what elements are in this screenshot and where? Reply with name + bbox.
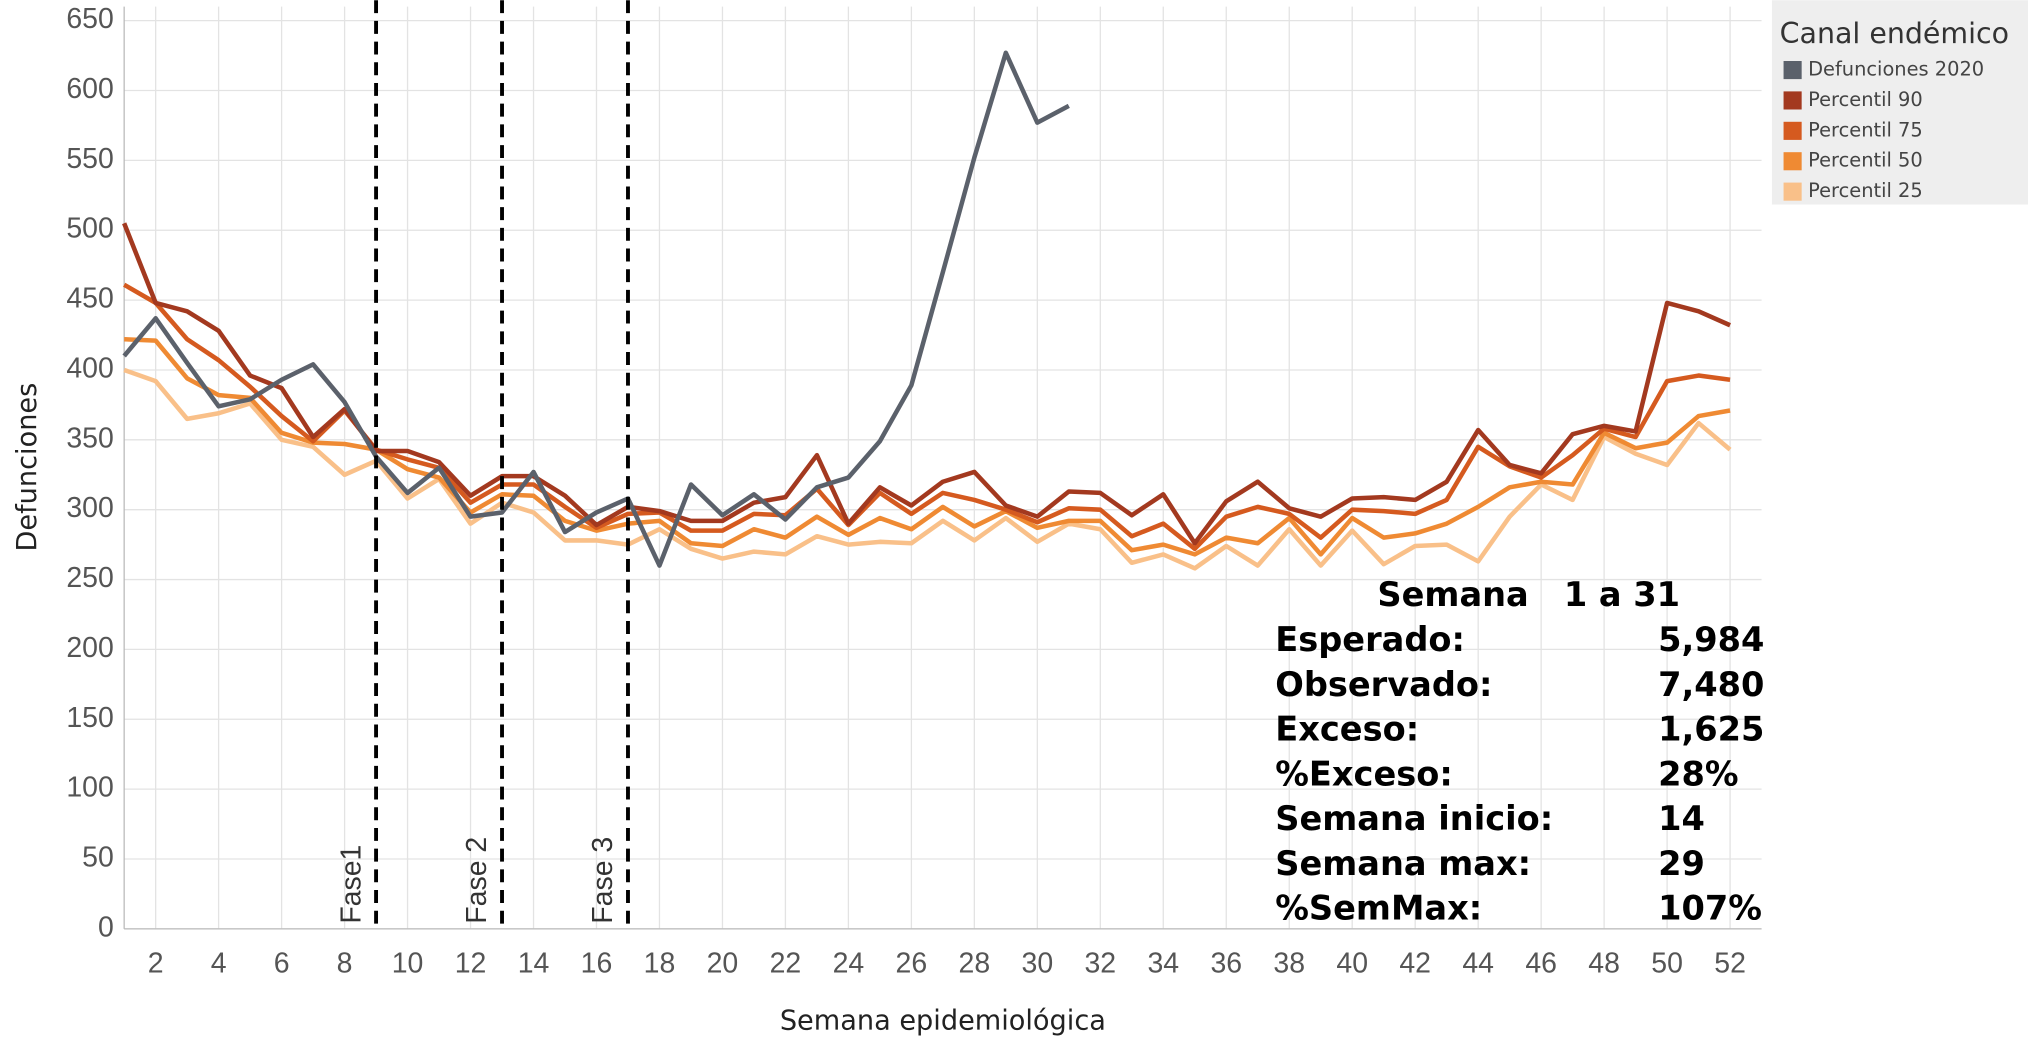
x-tick-label: 42 [1399, 948, 1431, 980]
legend-swatch [1783, 61, 1802, 80]
x-tick-label: 4 [211, 948, 227, 980]
x-tick-label: 46 [1525, 948, 1557, 980]
y-tick-label: 150 [66, 702, 113, 734]
x-tick-label: 50 [1651, 948, 1683, 980]
summary-label: %SemMax: [1275, 889, 1482, 928]
phase-label: Fase1 [335, 845, 367, 924]
summary-value: 1,625 [1658, 710, 1764, 749]
summary-label: Esperado: [1275, 620, 1465, 659]
x-tick-label: 32 [1084, 948, 1116, 980]
summary-label: Semana max: [1275, 844, 1531, 883]
y-tick-label: 250 [66, 562, 113, 594]
x-tick-label: 26 [896, 948, 928, 980]
x-tick-label: 16 [581, 948, 613, 980]
x-tick-label: 22 [770, 948, 802, 980]
x-tick-label: 52 [1714, 948, 1746, 980]
summary-label: Semana inicio: [1275, 799, 1553, 838]
y-axis-title: Defunciones [12, 383, 43, 552]
summary-label: Exceso: [1275, 710, 1419, 749]
series-line [123, 282, 1731, 552]
x-tick-label: 36 [1210, 948, 1242, 980]
x-tick-label: 34 [1147, 948, 1179, 980]
phase-label: Fase 3 [587, 837, 619, 924]
x-axis-title: Semana epidemiológica [780, 1005, 1106, 1036]
legend-swatch [1783, 121, 1802, 140]
x-tick-label: 14 [518, 948, 550, 980]
legend-label: Defunciones 2020 [1808, 58, 1984, 81]
y-tick-label: 500 [66, 213, 113, 245]
y-tick-label: 400 [66, 352, 113, 384]
y-tick-label: 650 [66, 3, 113, 35]
y-tick-label: 100 [66, 772, 113, 804]
summary-value: 5,984 [1658, 620, 1764, 659]
x-tick-label: 6 [274, 948, 290, 980]
phase-label: Fase 2 [461, 837, 493, 924]
x-tick-label: 8 [337, 948, 353, 980]
summary-label: Observado: [1275, 665, 1492, 704]
summary-value: 107% [1658, 889, 1762, 928]
legend-title: Canal endémico [1780, 17, 2009, 50]
legend-swatch [1783, 91, 1802, 110]
x-tick-label: 44 [1462, 948, 1494, 980]
legend-label: Percentil 50 [1808, 149, 1923, 172]
y-tick-label: 450 [66, 283, 113, 315]
summary-value: 7,480 [1658, 665, 1764, 704]
x-tick-label: 40 [1336, 948, 1368, 980]
x-tick-label: 38 [1273, 948, 1305, 980]
series-line [122, 222, 1731, 546]
x-tick-label: 48 [1588, 948, 1620, 980]
y-tick-label: 50 [82, 842, 114, 874]
summary-value: 14 [1658, 799, 1705, 838]
x-tick-label: 28 [959, 948, 991, 980]
y-tick-label: 350 [66, 422, 113, 454]
x-tick-label: 12 [455, 948, 487, 980]
x-tick-label: 18 [644, 948, 676, 980]
legend-background [1771, 0, 2028, 205]
legend-label: Percentil 75 [1808, 118, 1923, 141]
legend-label: Percentil 90 [1808, 88, 1923, 111]
legend-label: Percentil 25 [1808, 179, 1923, 202]
legend-swatch [1783, 182, 1802, 201]
legend-swatch [1783, 152, 1802, 171]
summary-value: 29 [1658, 844, 1705, 883]
series-line [122, 50, 1070, 568]
y-tick-label: 300 [66, 492, 113, 524]
series-line [124, 336, 1731, 557]
y-tick-label: 600 [66, 73, 113, 105]
x-tick-label: 2 [148, 948, 164, 980]
summary-title: Semana 1 a 31 [1377, 575, 1680, 614]
y-tick-label: 200 [66, 632, 113, 664]
x-tick-label: 24 [833, 948, 865, 980]
y-tick-label: 0 [98, 911, 114, 943]
y-tick-label: 550 [66, 143, 113, 175]
series-line [123, 367, 1732, 571]
summary-value: 28% [1658, 754, 1738, 793]
x-tick-label: 30 [1022, 948, 1054, 980]
summary-label: %Exceso: [1275, 754, 1453, 793]
x-tick-label: 20 [707, 948, 739, 980]
x-tick-label: 10 [392, 948, 424, 980]
